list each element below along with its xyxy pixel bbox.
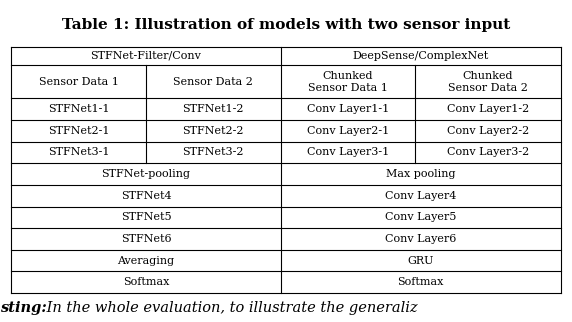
Text: sting:: sting: (0, 300, 47, 315)
Text: STFNet-pooling: STFNet-pooling (101, 169, 190, 179)
Text: Conv Layer3-1: Conv Layer3-1 (307, 147, 389, 157)
Text: Max pooling: Max pooling (386, 169, 455, 179)
Text: Chunked
Sensor Data 1: Chunked Sensor Data 1 (308, 71, 388, 93)
Text: Softmax: Softmax (123, 277, 169, 287)
Text: Conv Layer3-2: Conv Layer3-2 (447, 147, 529, 157)
Text: Sensor Data 2: Sensor Data 2 (173, 77, 253, 87)
Text: Averaging: Averaging (117, 256, 174, 266)
Text: STFNet2-1: STFNet2-1 (48, 126, 109, 136)
Text: Table 1: Illustration of models with two sensor input: Table 1: Illustration of models with two… (62, 18, 510, 32)
Text: Conv Layer6: Conv Layer6 (385, 234, 456, 244)
Text: Conv Layer4: Conv Layer4 (385, 191, 456, 201)
Text: STFNet3-2: STFNet3-2 (182, 147, 244, 157)
Text: Softmax: Softmax (398, 277, 444, 287)
Text: DeepSense/ComplexNet: DeepSense/ComplexNet (352, 51, 488, 61)
Text: Conv Layer2-1: Conv Layer2-1 (307, 126, 389, 136)
Text: GRU: GRU (407, 256, 434, 266)
Text: In the whole evaluation, to illustrate the generaliz: In the whole evaluation, to illustrate t… (42, 300, 418, 315)
Text: STFNet6: STFNet6 (121, 234, 171, 244)
Text: STFNet1-1: STFNet1-1 (48, 104, 109, 114)
Text: STFNet5: STFNet5 (121, 212, 171, 223)
Text: Chunked
Sensor Data 2: Chunked Sensor Data 2 (448, 71, 528, 93)
Text: STFNet3-1: STFNet3-1 (48, 147, 109, 157)
Text: STFNet1-2: STFNet1-2 (182, 104, 244, 114)
Text: Conv Layer1-1: Conv Layer1-1 (307, 104, 389, 114)
Text: STFNet4: STFNet4 (121, 191, 171, 201)
Text: STFNet2-2: STFNet2-2 (182, 126, 244, 136)
Text: Sensor Data 1: Sensor Data 1 (39, 77, 118, 87)
Text: STFNet-Filter/Conv: STFNet-Filter/Conv (90, 51, 201, 61)
Text: Conv Layer5: Conv Layer5 (385, 212, 456, 223)
Text: Conv Layer2-2: Conv Layer2-2 (447, 126, 529, 136)
Text: Conv Layer1-2: Conv Layer1-2 (447, 104, 529, 114)
